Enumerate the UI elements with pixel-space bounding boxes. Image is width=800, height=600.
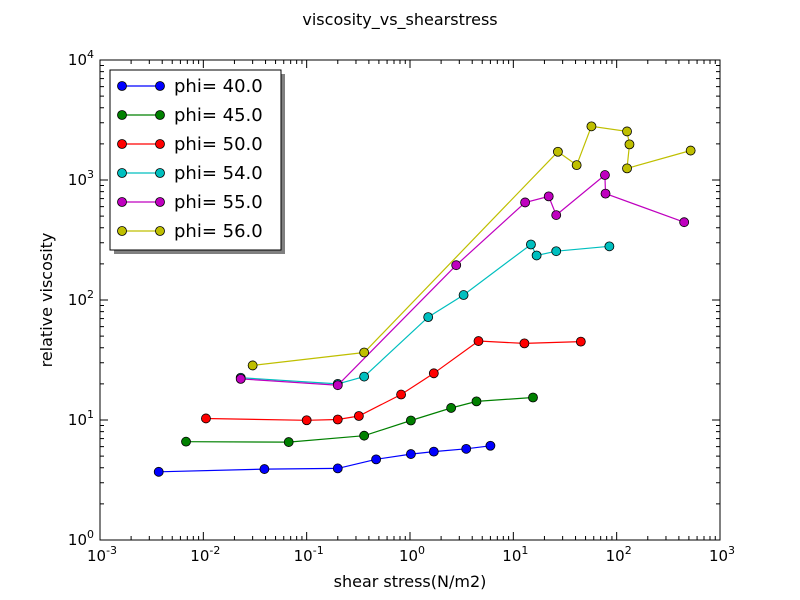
legend-marker: [117, 168, 127, 178]
data-point: [458, 290, 469, 300]
data-point: [332, 414, 343, 425]
legend-marker: [117, 226, 127, 236]
x-tick-label: 103: [709, 544, 735, 565]
data-point: [153, 466, 164, 477]
data-point: [600, 188, 611, 199]
data-point: [405, 449, 416, 459]
x-tick-label: 10-3: [87, 544, 117, 565]
data-point: [543, 191, 554, 202]
series-5: [235, 170, 690, 391]
data-point: [259, 464, 270, 474]
data-point: [451, 260, 462, 271]
data-point: [604, 241, 615, 252]
legend-marker: [155, 168, 165, 178]
legend-label: phi= 56.0: [174, 221, 263, 242]
data-point: [685, 145, 696, 156]
data-point: [624, 139, 635, 150]
x-tick-label: 101: [502, 544, 528, 565]
data-point: [571, 160, 582, 171]
y-axis-label: relative viscosity: [37, 233, 56, 368]
legend-marker: [117, 197, 127, 207]
series-line: [158, 445, 491, 473]
y-tick-label: 101: [68, 408, 94, 429]
data-point: [332, 380, 343, 391]
x-tick-label: 100: [399, 544, 425, 565]
series-3: [201, 336, 586, 426]
data-point: [353, 411, 364, 421]
data-point: [446, 403, 457, 413]
series-layer: [153, 121, 696, 477]
legend-marker: [155, 81, 165, 91]
legend-marker: [155, 139, 165, 149]
chart-title: viscosity_vs_shearstress: [302, 10, 497, 30]
data-point: [423, 312, 434, 323]
data-point: [519, 338, 530, 349]
legend-marker: [155, 197, 165, 207]
legend: phi= 40.0 phi= 45.0 phi= 50.0 phi= 54.0 phi=…: [109, 69, 285, 254]
legend-marker: [155, 226, 165, 236]
legend-label: phi= 55.0: [174, 192, 263, 213]
legend-marker: [117, 139, 127, 149]
data-point: [528, 392, 538, 403]
data-point: [485, 440, 496, 451]
data-point: [428, 368, 439, 379]
x-tick-label: 102: [606, 544, 632, 565]
y-tick-label: 103: [68, 168, 94, 189]
data-point: [553, 146, 563, 157]
data-point: [301, 415, 312, 426]
data-point: [359, 430, 370, 441]
x-axis-label: shear stress(N/m2): [334, 572, 487, 591]
legend-label: phi= 54.0: [174, 163, 263, 184]
data-point: [600, 170, 610, 180]
data-point: [405, 415, 416, 426]
y-tick-label: 104: [68, 48, 94, 69]
data-point: [551, 246, 562, 257]
data-point: [181, 436, 191, 447]
data-point: [473, 336, 484, 346]
x-tick-label: 10-1: [294, 544, 324, 565]
data-point: [428, 446, 439, 457]
legend-marker: [117, 81, 127, 91]
legend-label: phi= 50.0: [174, 134, 263, 155]
data-point: [551, 210, 562, 220]
data-point: [461, 443, 472, 454]
data-point: [201, 413, 211, 424]
series-1: [153, 440, 496, 477]
legend-label: phi= 45.0: [174, 105, 263, 126]
data-point: [471, 396, 482, 407]
legend-marker: [155, 110, 165, 120]
data-point: [622, 163, 632, 174]
series-2: [181, 392, 538, 447]
data-point: [283, 437, 294, 447]
data-point: [396, 389, 406, 400]
series-6: [247, 121, 696, 371]
data-point: [520, 197, 531, 208]
data-point: [586, 121, 597, 132]
data-point: [371, 454, 382, 465]
x-tick-label: 10-2: [190, 544, 220, 565]
data-point: [359, 347, 370, 358]
data-point: [531, 250, 542, 261]
y-tick-label: 100: [68, 528, 94, 549]
data-point: [332, 463, 343, 474]
data-point: [359, 371, 370, 382]
legend-marker: [117, 110, 127, 120]
plot-area: 10-3 10-2 10-1 100 101 102 103100101102103104 …: [68, 48, 735, 565]
legend-label: phi= 40.0: [174, 76, 263, 97]
data-point: [575, 336, 586, 347]
legend-box: [109, 69, 282, 251]
data-point: [679, 217, 690, 228]
data-point: [622, 126, 632, 137]
data-point: [247, 360, 258, 371]
series-4: [235, 239, 615, 389]
ticks-layer: 10-3 10-2 10-1 100 101 102 103 100 101 102 103 104: [68, 48, 735, 565]
data-point: [526, 239, 536, 250]
data-point: [235, 374, 246, 384]
y-tick-label: 102: [68, 288, 94, 309]
